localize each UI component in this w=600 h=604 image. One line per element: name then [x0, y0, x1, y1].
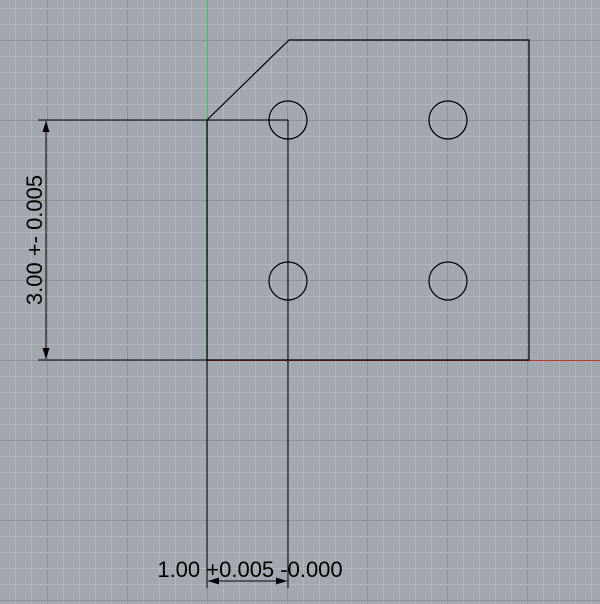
hole-top-right[interactable]	[428, 100, 468, 140]
arrowhead-right	[276, 577, 287, 585]
horizontal-dimension-text: 1.00 +0.005 -0.000	[157, 557, 342, 582]
vertical-dimension-text: 3.00 +- 0.005	[22, 175, 47, 305]
arrowhead-down	[42, 348, 50, 359]
hole-bottom-right[interactable]	[428, 261, 468, 301]
part-outline[interactable]	[206, 39, 530, 361]
arrowhead-left	[208, 577, 219, 585]
vertical-dimension[interactable]: 3.00 +- 0.005	[22, 119, 288, 361]
horizontal-dimension[interactable]: 1.00 +0.005 -0.000	[157, 120, 343, 588]
arrowhead-up	[42, 121, 50, 132]
